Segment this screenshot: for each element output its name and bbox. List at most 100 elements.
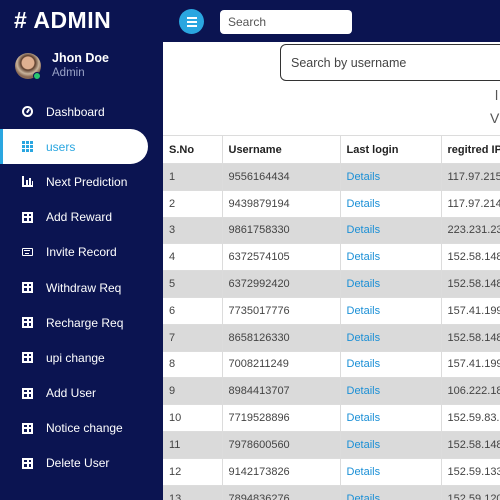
table-row: 12 9142173826 Details 152.59.133 xyxy=(163,457,500,486)
table-row: 8 7008211249 Details 157.41.199 xyxy=(163,350,500,378)
details-link[interactable]: Details xyxy=(340,243,442,271)
row-username: 7719528896 xyxy=(222,404,341,432)
row-username: 9142173826 xyxy=(222,457,341,486)
row-sno: 7 xyxy=(163,323,223,352)
sidebar-item-label: Invite Record xyxy=(46,245,117,260)
table-row: 10 7719528896 Details 152.59.83.8 xyxy=(163,404,500,432)
details-link[interactable]: Details xyxy=(340,404,442,432)
row-sno: 10 xyxy=(163,404,223,432)
sidebar-item-add-user[interactable]: Add User xyxy=(0,376,163,411)
profile: Jhon Doe Admin xyxy=(15,50,160,90)
sidebar-nav: Dashboard users Next Prediction Add Rewa… xyxy=(0,94,163,481)
grid-icon xyxy=(22,141,33,153)
sidebar-item-withdraw-req[interactable]: Withdraw Req xyxy=(0,270,163,305)
row-username: 6372992420 xyxy=(222,270,341,298)
row-username: 8984413707 xyxy=(222,377,341,405)
row-sno: 2 xyxy=(163,189,223,218)
online-status-icon xyxy=(33,72,41,80)
row-username: 7008211249 xyxy=(222,350,341,378)
column-header-sno: S.No xyxy=(163,135,223,164)
row-username: 9861758330 xyxy=(222,216,341,244)
sidebar-item-dashboard[interactable]: Dashboard xyxy=(0,94,163,129)
row-sno: 8 xyxy=(163,350,223,378)
row-ip: 152.58.148 xyxy=(441,430,500,459)
sidebar-item-notice-change[interactable]: Notice change xyxy=(0,411,163,446)
details-link[interactable]: Details xyxy=(340,350,442,378)
sidebar-item-label: Add Reward xyxy=(46,210,113,225)
row-sno: 11 xyxy=(163,430,223,459)
row-ip: 152.59.120 xyxy=(441,484,500,500)
sidebar-item-label: Next Prediction xyxy=(46,174,128,189)
sidebar-item-invite-record[interactable]: Invite Record xyxy=(0,235,163,270)
table-row: 5 6372992420 Details 152.58.148 xyxy=(163,270,500,298)
sidebar-item-label: Dashboard xyxy=(46,104,105,119)
sidebar-item-label: Add User xyxy=(46,386,97,401)
dashboard-icon xyxy=(22,106,33,118)
sidebar-item-label: Delete User xyxy=(46,456,110,471)
table-row: 11 7978600560 Details 152.58.148 xyxy=(163,430,500,459)
username-search-input[interactable] xyxy=(280,44,500,81)
table-icon xyxy=(22,211,33,223)
table-row: 9 8984413707 Details 106.222.18 xyxy=(163,377,500,405)
profile-name: Jhon Doe xyxy=(52,51,109,65)
table-icon xyxy=(22,422,33,434)
sidebar-item-users[interactable]: users xyxy=(0,129,148,165)
row-sno: 9 xyxy=(163,377,223,405)
details-link[interactable]: Details xyxy=(340,216,442,244)
row-username: 9556164434 xyxy=(222,163,341,191)
table-row: 4 6372574105 Details 152.58.148 xyxy=(163,243,500,271)
table-body: 1 9556164434 Details 117.97.215 2 9439879194 D… xyxy=(163,163,500,500)
row-ip: 152.58.148 xyxy=(441,270,500,298)
sidebar-item-label: upi change xyxy=(46,350,105,365)
table-icon xyxy=(22,317,33,329)
table-icon xyxy=(22,352,33,364)
row-username: 7735017776 xyxy=(222,296,341,325)
row-ip: 106.222.18 xyxy=(441,377,500,405)
column-header-last-login: Last login xyxy=(340,135,442,164)
table-header-row: S.No Username Last login regitred IP xyxy=(163,135,500,164)
table-row: 2 9439879194 Details 117.97.214 xyxy=(163,189,500,218)
row-username: 8658126330 xyxy=(222,323,341,352)
chart-icon xyxy=(22,176,33,188)
top-bar: # ADMIN xyxy=(0,0,500,42)
sidebar-item-upi-change[interactable]: upi change xyxy=(0,340,163,375)
table-icon xyxy=(22,457,33,469)
sidebar-item-label: Recharge Req xyxy=(46,315,124,330)
keyboard-icon xyxy=(22,248,33,257)
header-search-input[interactable] xyxy=(220,10,352,34)
sidebar-item-recharge-req[interactable]: Recharge Req xyxy=(0,305,163,340)
details-link[interactable]: Details xyxy=(340,484,442,500)
row-ip: 157.41.199 xyxy=(441,350,500,378)
main-content: l V S.No Username Last login regitred IP… xyxy=(163,42,500,500)
sidebar-item-next-prediction[interactable]: Next Prediction xyxy=(0,164,163,199)
clipped-heading-fragment: V xyxy=(490,110,500,126)
sidebar-item-label: Withdraw Req xyxy=(46,280,122,295)
details-link[interactable]: Details xyxy=(340,296,442,325)
sidebar-item-delete-user[interactable]: Delete User xyxy=(0,446,163,481)
table-row: 6 7735017776 Details 157.41.199 xyxy=(163,296,500,325)
row-ip: 223.231.23 xyxy=(441,216,500,244)
clipped-heading-fragment: l xyxy=(495,87,499,103)
details-link[interactable]: Details xyxy=(340,323,442,352)
column-header-registered-ip: regitred IP xyxy=(441,135,500,164)
row-username: 6372574105 xyxy=(222,243,341,271)
row-sno: 6 xyxy=(163,296,223,325)
brand-logo: # ADMIN xyxy=(14,7,112,33)
column-header-username: Username xyxy=(222,135,341,164)
details-link[interactable]: Details xyxy=(340,377,442,405)
sidebar-item-add-reward[interactable]: Add Reward xyxy=(0,200,163,235)
profile-role: Admin xyxy=(52,67,85,79)
sidebar: Jhon Doe Admin Dashboard users Next Pred… xyxy=(0,42,163,500)
sidebar-item-label: users xyxy=(46,139,76,154)
row-ip: 157.41.199 xyxy=(441,296,500,325)
details-link[interactable]: Details xyxy=(340,189,442,218)
sidebar-item-label: Notice change xyxy=(46,421,123,436)
details-link[interactable]: Details xyxy=(340,270,442,298)
row-sno: 3 xyxy=(163,216,223,244)
menu-icon xyxy=(186,16,197,19)
details-link[interactable]: Details xyxy=(340,430,442,459)
details-link[interactable]: Details xyxy=(340,457,442,486)
details-link[interactable]: Details xyxy=(340,163,442,191)
row-username: 7894836276 xyxy=(222,484,341,500)
hamburger-menu-button[interactable] xyxy=(179,9,204,34)
